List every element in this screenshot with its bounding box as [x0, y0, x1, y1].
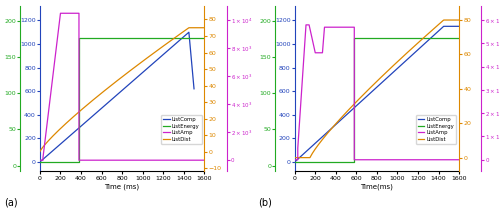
Text: (b): (b) — [258, 198, 272, 208]
Legend: ListComp, ListEnergy, ListAmp, ListDist: ListComp, ListEnergy, ListAmp, ListDist — [416, 115, 457, 144]
Legend: ListComp, ListEnergy, ListAmp, ListDist: ListComp, ListEnergy, ListAmp, ListDist — [161, 115, 202, 144]
Text: (a): (a) — [4, 198, 17, 208]
X-axis label: Time (ms): Time (ms) — [105, 183, 140, 190]
X-axis label: Time(ms): Time(ms) — [360, 183, 393, 190]
